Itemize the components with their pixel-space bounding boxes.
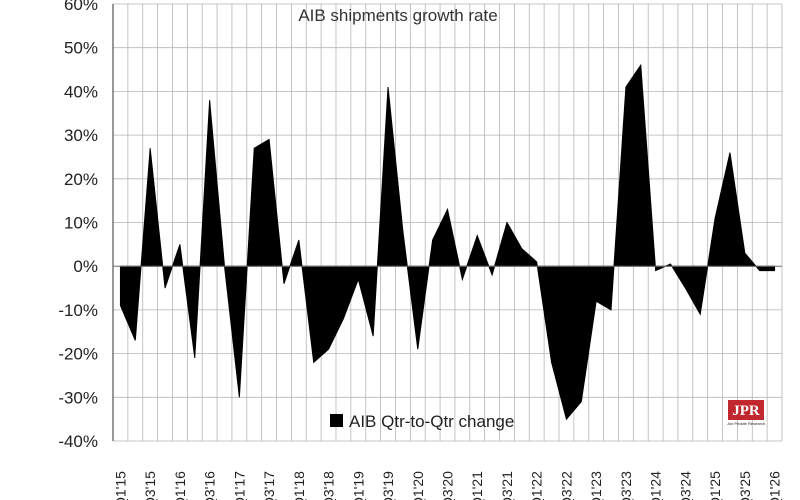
y-tick-label: -30% [58, 388, 98, 407]
x-tick-label: Q1'18 [291, 471, 307, 500]
legend-swatch [330, 414, 343, 427]
chart-title: AIB shipments growth rate [298, 6, 497, 25]
x-tick-label: Q3'15 [142, 471, 158, 500]
x-tick-label: Q3'19 [380, 471, 396, 500]
y-tick-label: 50% [64, 39, 98, 58]
y-tick-label: 20% [64, 170, 98, 189]
x-tick-label: Q3'25 [737, 471, 753, 500]
x-tick-label: Q1'25 [707, 471, 723, 500]
x-tick-label: Q3'23 [618, 471, 634, 500]
legend-label: AIB Qtr-to-Qtr change [349, 412, 514, 431]
y-tick-label: 60% [64, 0, 98, 14]
y-tick-label: -10% [58, 301, 98, 320]
legend: AIB Qtr-to-Qtr change [330, 412, 514, 431]
x-tick-label: Q3'18 [321, 471, 337, 500]
logo-subtext: Jon Peddie Research [727, 421, 765, 426]
x-tick-label: Q1'15 [112, 471, 128, 500]
logo-box [728, 400, 764, 420]
x-tick-label: Q3'21 [499, 471, 515, 500]
x-tick-label: Q1'16 [172, 471, 188, 500]
logo-text: JPR [732, 403, 760, 419]
y-tick-labels: -40% -30% -20% -10% 0% 10% 20% 30% 40% 50% 60% [58, 0, 98, 451]
x-tick-label: Q3'22 [558, 471, 574, 500]
area-layer [119, 63, 776, 421]
series-area-aib-qtr-to-qtr-change [119, 63, 776, 421]
x-tick-label: Q1'22 [529, 471, 545, 500]
y-tick-label: 40% [64, 82, 98, 101]
x-tick-labels: Q1'15 Q3'15 Q1'16 Q3'16 Q1'17 Q3'17 Q1'18 Q3'18… [112, 471, 782, 500]
axes [112, 4, 782, 441]
y-tick-label: 30% [64, 126, 98, 145]
x-tick-label: Q1'17 [231, 471, 247, 500]
x-tick-label: Q1'20 [410, 471, 426, 500]
y-tick-label: 0% [73, 257, 98, 276]
x-tick-label: Q1'23 [588, 471, 604, 500]
x-tick-label: Q3'20 [440, 471, 456, 500]
y-tick-label: -20% [58, 345, 98, 364]
x-tick-label: Q3'24 [677, 471, 693, 500]
x-tick-label: Q1'21 [469, 471, 485, 500]
x-tick-label: Q1'26 [767, 471, 783, 500]
x-tick-label: Q3'16 [202, 471, 218, 500]
x-tick-label: Q3'17 [261, 471, 277, 500]
y-tick-label: -40% [58, 432, 98, 451]
y-tick-label: 10% [64, 214, 98, 233]
jpr-logo: JPR Jon Peddie Research [727, 400, 765, 426]
x-tick-label: Q1'19 [350, 471, 366, 500]
x-tick-label: Q1'24 [648, 471, 664, 500]
